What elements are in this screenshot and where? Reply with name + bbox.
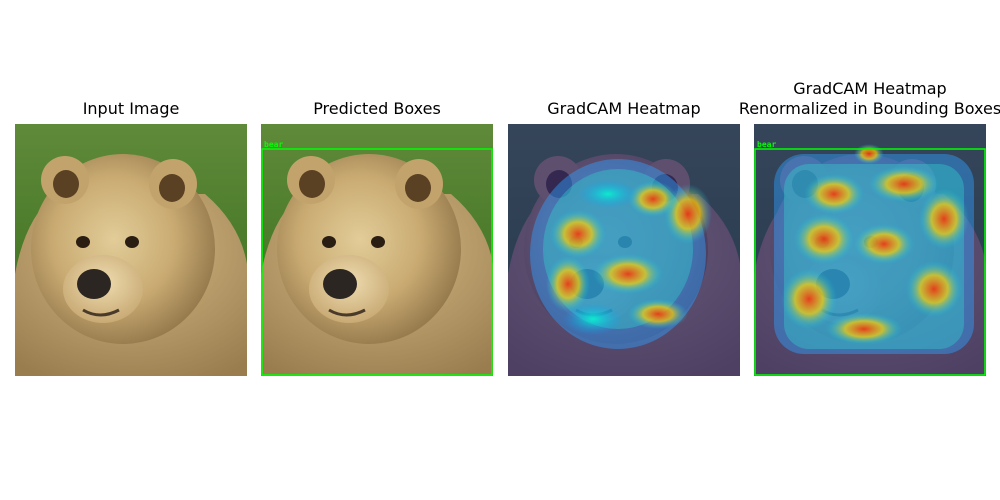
- bear-photo-with-box: bear: [261, 124, 493, 376]
- renormalized-heatmap-overlay: bear: [754, 124, 986, 376]
- panel-title-predicted-boxes: Predicted Boxes: [313, 99, 441, 118]
- bear-photo: [15, 124, 247, 376]
- panel-title-gradcam-renormalized-line2: Renormalized in Bounding Boxes: [738, 99, 1000, 118]
- panel-title-input-image: Input Image: [82, 99, 180, 118]
- input-image-panel: [15, 124, 247, 376]
- panel-title-gradcam-renormalized-line1: GradCAM Heatmap: [793, 79, 947, 98]
- box-label: bear: [264, 140, 283, 149]
- panel-title-gradcam-heatmap: GradCAM Heatmap: [547, 99, 701, 118]
- bounding-box: [261, 148, 493, 376]
- bounding-box: [754, 148, 986, 376]
- gradcam-renormalized-panel: bear: [754, 124, 986, 376]
- heatmap-overlay: [508, 124, 740, 376]
- box-label: bear: [757, 140, 776, 149]
- predicted-boxes-panel: bear: [261, 124, 493, 376]
- gradcam-heatmap-panel: [508, 124, 740, 376]
